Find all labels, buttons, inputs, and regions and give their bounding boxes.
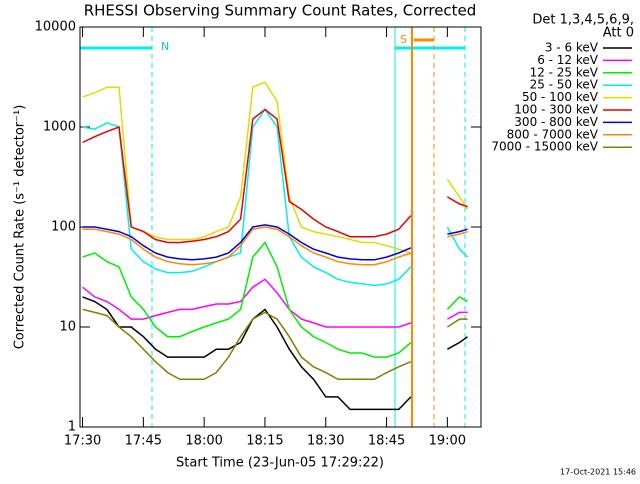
plot-frame bbox=[79, 26, 482, 428]
legend-label: 50 - 100 keV bbox=[522, 90, 599, 104]
legend-label: 6 - 12 keV bbox=[537, 53, 599, 67]
series-line bbox=[82, 224, 468, 261]
y-tick-label: 1000 bbox=[43, 120, 76, 135]
annotation: S bbox=[400, 33, 407, 46]
series-line bbox=[82, 226, 468, 266]
footer: 17-Oct-2021 15:46 bbox=[560, 468, 636, 477]
x-tick-label: 18:00 bbox=[185, 434, 222, 449]
legend-label: 3 - 6 keV bbox=[545, 41, 599, 55]
y-tick-label: 10000 bbox=[35, 20, 76, 35]
y-tick-label: 10 bbox=[59, 320, 76, 335]
series-line bbox=[82, 108, 469, 287]
annotation: N bbox=[161, 40, 169, 53]
x-tick-label: 18:45 bbox=[368, 434, 405, 449]
x-tick-label: 18:15 bbox=[246, 434, 283, 449]
series-line bbox=[82, 278, 468, 328]
legend-header: Att 0 bbox=[603, 26, 634, 41]
series-line bbox=[82, 296, 469, 411]
legend-header: Det 1,3,4,5,6,9, bbox=[532, 13, 634, 28]
y-tick-label: 100 bbox=[51, 220, 76, 235]
x-tick-label: 19:00 bbox=[429, 434, 466, 449]
x-axis-label: Start Time (23-Jun-05 17:29:22) bbox=[176, 456, 384, 471]
legend-label: 25 - 50 keV bbox=[530, 78, 599, 92]
x-tick-label: 17:30 bbox=[64, 434, 101, 449]
chart-title: RHESSI Observing Summary Count Rates, Co… bbox=[84, 2, 477, 20]
legend-label: 100 - 300 keV bbox=[514, 103, 598, 117]
markers bbox=[80, 27, 466, 427]
series-line bbox=[82, 108, 468, 244]
legend-label: 12 - 25 keV bbox=[530, 65, 599, 79]
legend-label: 800 - 7000 keV bbox=[507, 127, 599, 141]
y-axis-label: Corrected Count Rate (s⁻¹ detector⁻¹) bbox=[13, 105, 28, 350]
legend-label: 300 - 800 keV bbox=[514, 115, 598, 129]
y-tick-label: 1 bbox=[68, 420, 76, 435]
x-tick-label: 18:30 bbox=[307, 434, 344, 449]
series-line bbox=[82, 241, 468, 358]
legend-label: 7000 - 15000 keV bbox=[491, 140, 598, 154]
x-tick-label: 17:45 bbox=[125, 434, 162, 449]
series-line bbox=[82, 308, 468, 381]
